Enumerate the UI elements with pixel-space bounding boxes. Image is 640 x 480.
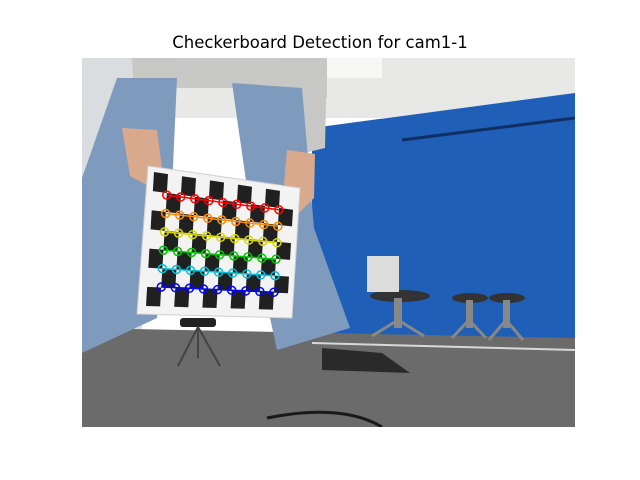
checker-square	[146, 286, 162, 307]
corner-marker	[244, 235, 254, 245]
stacked-box	[367, 256, 399, 292]
floor-edge-line	[311, 342, 575, 351]
corner-marker	[270, 270, 280, 281]
corner-marker	[202, 213, 213, 224]
checker-square	[148, 248, 164, 269]
figure-title: Checkerboard Detection for cam1-1	[172, 33, 468, 52]
corner-marker	[274, 205, 284, 215]
checker-square	[275, 241, 291, 260]
corner-marker	[227, 268, 238, 278]
corner-marker	[272, 237, 282, 248]
corner-marker	[255, 286, 265, 297]
checker-square	[236, 184, 252, 205]
corner-marker	[241, 286, 251, 296]
checker-square	[273, 275, 289, 294]
corner-marker	[212, 284, 223, 295]
corner-marker	[157, 263, 168, 274]
stool-left	[370, 290, 430, 338]
corner-marker	[185, 265, 196, 276]
blue-wall	[312, 93, 575, 343]
corner-marker	[228, 251, 239, 261]
corner-marker	[231, 216, 241, 227]
corner-marker	[199, 266, 210, 277]
checker-square	[180, 176, 196, 197]
sandal	[322, 348, 410, 373]
corner-marker	[218, 197, 228, 208]
checker-square	[202, 289, 218, 308]
checker-square	[189, 270, 205, 290]
corner-marker	[273, 221, 283, 231]
checker-square	[232, 255, 248, 274]
corner-marker	[160, 208, 171, 219]
wall-rail	[401, 116, 575, 142]
corner-marker	[171, 264, 182, 275]
corner-marker	[173, 228, 184, 238]
checker-square	[260, 257, 276, 276]
corner-marker	[217, 215, 227, 225]
corner-marker	[257, 253, 267, 263]
corner-marker	[242, 269, 252, 279]
corner-marker	[204, 195, 214, 206]
tripod-camera	[177, 318, 221, 367]
checker-square	[161, 268, 177, 289]
checker-square	[217, 272, 233, 291]
corner-marker	[258, 236, 268, 247]
checker-square	[230, 290, 246, 309]
corner-marker	[260, 203, 270, 213]
corner-marker	[190, 194, 200, 204]
corner-marker	[232, 199, 242, 210]
corner-marker	[213, 267, 224, 277]
corner-marker	[159, 227, 170, 237]
checker-square	[204, 253, 220, 273]
corner-marker	[259, 219, 269, 230]
corner-marker	[200, 248, 211, 259]
corner-marker	[230, 233, 240, 244]
corner-marker	[176, 192, 186, 202]
checker-square	[152, 172, 168, 193]
corner-marker	[184, 283, 195, 294]
corner-marker	[188, 211, 199, 222]
cable	[266, 410, 383, 427]
checker-square	[208, 180, 224, 201]
checkerboard	[136, 165, 301, 319]
corner-marker	[158, 245, 169, 255]
checker-square	[174, 288, 190, 308]
corner-marker	[186, 247, 197, 258]
checker-square	[258, 292, 274, 310]
checker-square	[176, 250, 192, 271]
corner-marker	[174, 210, 185, 220]
corner-marker	[215, 232, 226, 243]
checker-square	[245, 273, 261, 292]
corner-marker	[214, 249, 225, 260]
corner-marker	[271, 254, 281, 264]
checker-square	[264, 188, 280, 208]
image-axes	[82, 58, 575, 427]
corner-marker	[161, 190, 172, 200]
corner-marker	[201, 231, 212, 241]
stool-middle	[450, 293, 488, 340]
corner-marker	[172, 246, 183, 257]
corner-marker	[269, 287, 279, 297]
corner-marker	[256, 270, 266, 280]
corner-marker	[226, 285, 237, 295]
corner-marker	[246, 201, 256, 211]
corner-marker	[198, 284, 209, 294]
floor	[82, 328, 575, 427]
corner-marker	[245, 218, 255, 228]
corner-marker	[156, 282, 167, 292]
corner-marker	[187, 229, 198, 240]
corner-marker	[170, 282, 181, 293]
camera-frame	[82, 58, 575, 427]
stool-right	[487, 293, 525, 341]
corner-marker	[243, 252, 253, 262]
right-sleeve	[282, 58, 327, 154]
